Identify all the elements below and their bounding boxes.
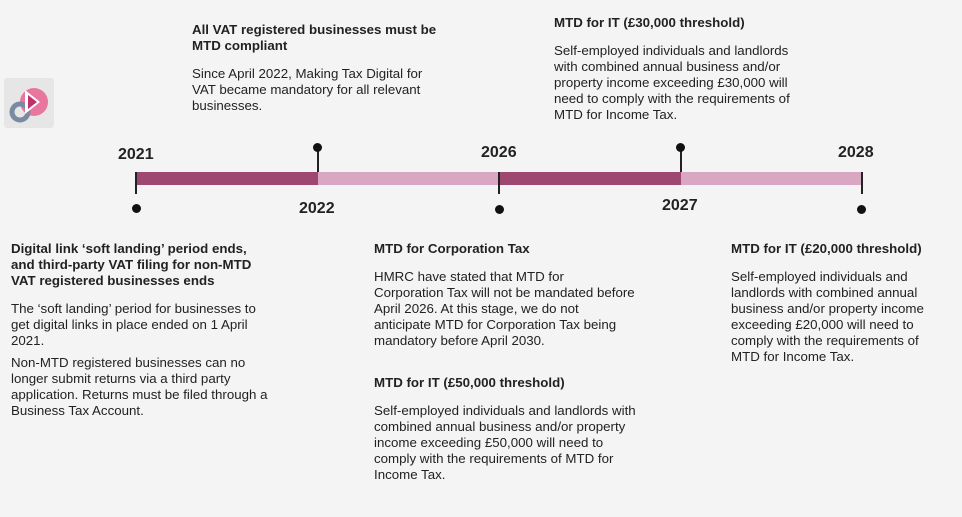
event-title: Digital link ‘soft landing’ period ends,… — [11, 241, 252, 288]
event-title: MTD for IT (£30,000 threshold) — [554, 15, 745, 30]
dot-2021 — [132, 204, 141, 213]
event-title: MTD for IT (£50,000 threshold) — [374, 375, 565, 390]
event-body: Self-employed individuals and landlords … — [374, 403, 636, 482]
tick-2021 — [135, 172, 137, 194]
dot-2028 — [857, 205, 866, 214]
year-label-2026: 2026 — [481, 144, 517, 161]
event-digital-link: Digital link ‘soft landing’ period ends,… — [11, 241, 273, 419]
dot-2027 — [676, 143, 685, 152]
event-body: Self-employed individuals and landlords … — [554, 43, 790, 122]
event-body: HMRC have stated that MTD for Corporatio… — [374, 269, 635, 348]
year-label-2021: 2021 — [118, 146, 154, 163]
event-mtd-it-50k: MTD for IT (£50,000 threshold) Self-empl… — [374, 375, 636, 483]
event-body: Since April 2022, Making Tax Digital for… — [192, 66, 423, 113]
timeline-segment-2022-2026 — [318, 172, 499, 185]
event-title: All VAT registered businesses must be MT… — [192, 22, 437, 53]
event-mtd-it-30k: MTD for IT (£30,000 threshold) Self-empl… — [554, 15, 809, 123]
event-mtd-corporation-tax: MTD for Corporation Tax HMRC have stated… — [374, 241, 636, 349]
event-title: MTD for Corporation Tax — [374, 241, 530, 256]
dot-2026 — [495, 205, 504, 214]
event-vat-compliant: All VAT registered businesses must be MT… — [192, 22, 442, 114]
timeline-segment-2021-2022 — [136, 172, 318, 185]
event-mtd-it-20k: MTD for IT (£20,000 threshold) Self-empl… — [731, 241, 946, 365]
tick-2022 — [317, 150, 319, 172]
year-label-2028: 2028 — [838, 144, 874, 161]
year-label-2027: 2027 — [662, 197, 698, 214]
brand-logo — [4, 78, 54, 128]
tick-2028 — [861, 172, 863, 194]
year-label-2022: 2022 — [299, 200, 335, 217]
play-logo-icon — [9, 88, 48, 123]
event-title: MTD for IT (£20,000 threshold) — [731, 241, 922, 256]
tick-2026 — [498, 172, 500, 194]
event-body-2: Non-MTD registered businesses can no lon… — [11, 355, 268, 418]
event-body: The ‘soft landing’ period for businesses… — [11, 301, 256, 348]
dot-2022 — [313, 143, 322, 152]
timeline-segment-2026-2027 — [499, 172, 681, 185]
event-body: Self-employed individuals and landlords … — [731, 269, 924, 364]
tick-2027 — [680, 150, 682, 172]
timeline-segment-2027-2028 — [681, 172, 862, 185]
